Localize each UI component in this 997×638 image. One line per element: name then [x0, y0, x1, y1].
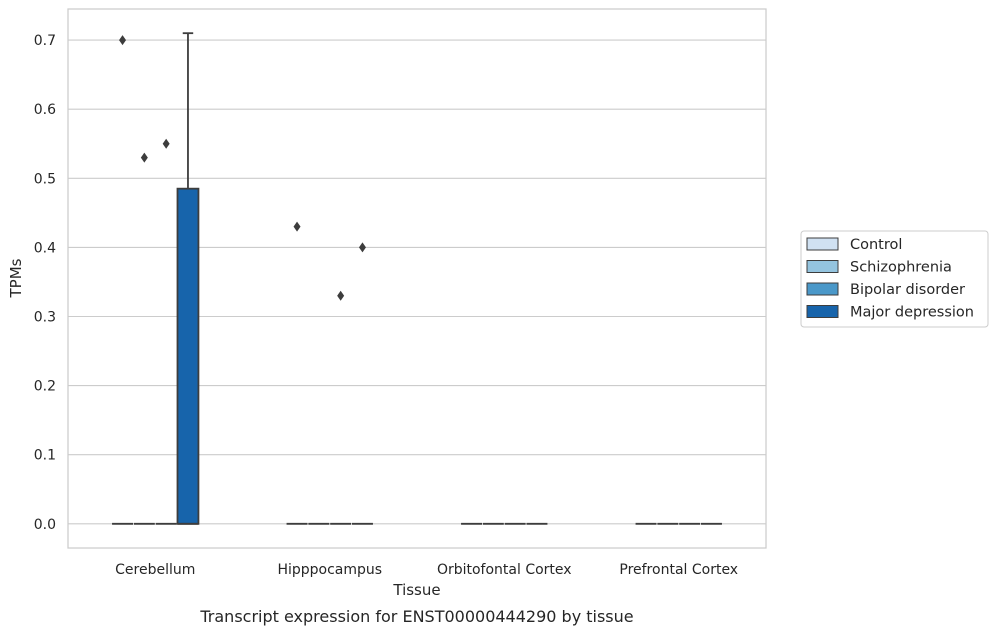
legend-swatch [806, 260, 839, 273]
x-axis-title: Tissue [392, 581, 440, 599]
x-axis-ticks: Cerebellum Hipppocampus Orbitofontal Corte… [115, 562, 738, 578]
x-tick-label: Orbitofontal Cortex [437, 562, 572, 578]
y-tick-label: 0.6 [34, 102, 56, 118]
plot-frame [67, 8, 767, 549]
chart-caption: Transcript expression for ENST0000044429… [199, 607, 633, 626]
x-tick-label: Hipppocampus [277, 562, 382, 578]
y-tick-label: 0.3 [34, 310, 56, 326]
y-tick-label: 0.5 [34, 171, 56, 187]
y-tick-label: 0.4 [34, 240, 56, 256]
y-tick-label: 0.0 [34, 517, 56, 533]
legend-label: Control [850, 237, 902, 253]
outlier-point [358, 242, 366, 253]
plot-background [68, 9, 766, 548]
outlier-point [162, 138, 170, 149]
legend-swatch [806, 237, 839, 251]
y-tick-label: 0.7 [34, 33, 56, 49]
box [176, 187, 200, 525]
legend-swatch [806, 305, 839, 318]
y-axis-ticks: 0.0 0.1 0.2 0.3 0.4 0.5 0.6 0.7 [34, 33, 56, 533]
y-tick-label: 0.1 [34, 448, 56, 464]
y-axis-title: TPMs [7, 258, 25, 298]
outlier-point [119, 35, 127, 46]
box-series [112, 32, 722, 525]
x-tick-label: Prefrontal Cortex [619, 562, 738, 578]
outlier-point [293, 221, 301, 232]
legend: Control Schizophrenia Bipolar disorder Majo… [800, 230, 989, 328]
legend-label: Bipolar disorder [850, 282, 965, 298]
outlier-point [337, 290, 345, 301]
x-tick-label: Cerebellum [115, 562, 195, 578]
outlier-point [140, 152, 148, 163]
y-tick-label: 0.2 [34, 379, 56, 395]
legend-label: Schizophrenia [850, 260, 952, 276]
legend-frame [800, 230, 989, 328]
legend-label: Major depression [850, 305, 974, 321]
legend-swatch [806, 282, 839, 296]
